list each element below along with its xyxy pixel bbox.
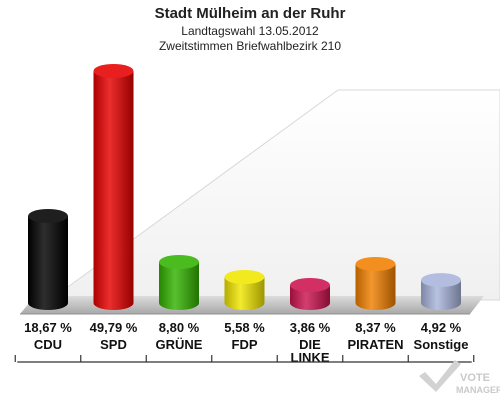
- bar-top: [290, 278, 330, 293]
- vote-manager-logo: VOTE MANAGER: [419, 360, 500, 395]
- category-label: Sonstige: [414, 337, 469, 352]
- bar-body: [224, 276, 265, 311]
- chart-title: Stadt Mülheim an der Ruhr: [155, 5, 346, 22]
- value-label: 8,80 %: [159, 320, 200, 335]
- labels-layer: 18,67 % CDU 49,79 % SPD 8,80 % GRÜNE 5,58 % FDP…: [24, 320, 468, 365]
- bar-grüne: [159, 254, 199, 310]
- value-label: 18,67 %: [24, 320, 72, 335]
- bar-die-linke: [290, 278, 330, 310]
- bar-spd: [93, 63, 134, 311]
- value-label: 8,37 %: [355, 320, 396, 335]
- bar-body: [421, 280, 461, 310]
- category-label: DIE: [299, 337, 321, 352]
- bar-top: [28, 208, 68, 223]
- bar-body: [159, 261, 199, 310]
- bar-piraten: [355, 256, 396, 311]
- bar-cdu: [28, 208, 68, 310]
- category-axis: [14, 355, 475, 363]
- bar-fdp: [224, 269, 265, 311]
- category-label: LINKE: [291, 350, 330, 365]
- bar-top: [421, 273, 461, 288]
- logo-word-manager: MANAGER: [456, 385, 500, 395]
- logo-word-vote: VOTE: [460, 372, 490, 384]
- category-label: FDP: [232, 337, 258, 352]
- checkmark-icon: [419, 360, 461, 392]
- value-label: 49,79 %: [90, 320, 138, 335]
- bar-body: [93, 70, 134, 311]
- bar-top: [93, 63, 134, 78]
- category-label: PIRATEN: [347, 337, 403, 352]
- category-label: CDU: [34, 337, 62, 352]
- bars-layer: [28, 63, 461, 311]
- chart-subtitle-2: Zweitstimmen Briefwahlbezirk 210: [159, 39, 341, 53]
- bar-top: [224, 269, 265, 284]
- value-label: 3,86 %: [290, 320, 331, 335]
- bar-body: [28, 215, 68, 310]
- bar-body: [355, 263, 396, 311]
- bar-body: [290, 285, 330, 310]
- value-label: 5,58 %: [224, 320, 265, 335]
- bar-top: [355, 256, 396, 271]
- category-label: SPD: [100, 337, 127, 352]
- bar-top: [159, 254, 199, 269]
- bar-sonstige: [421, 273, 461, 310]
- chart-subtitle-1: Landtagswahl 13.05.2012: [181, 24, 319, 38]
- value-label: 4,92 %: [421, 320, 462, 335]
- category-label: GRÜNE: [156, 337, 203, 352]
